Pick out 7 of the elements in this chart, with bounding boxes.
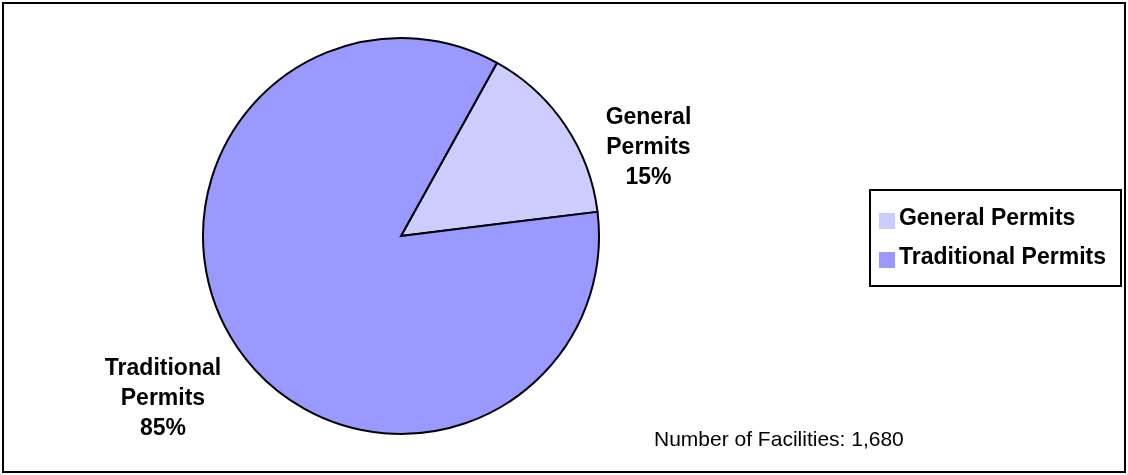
slice-label: General Permits: [605, 102, 692, 159]
data-label: 15%: [625, 162, 672, 189]
text: Number of Facilities: 1,680: [654, 427, 904, 451]
slice-label: Traditional Permits: [104, 353, 222, 410]
data-label: 85%: [139, 413, 187, 440]
legend-label: Traditional Permits: [898, 242, 1106, 269]
legend-label: General Permits: [898, 203, 1076, 230]
